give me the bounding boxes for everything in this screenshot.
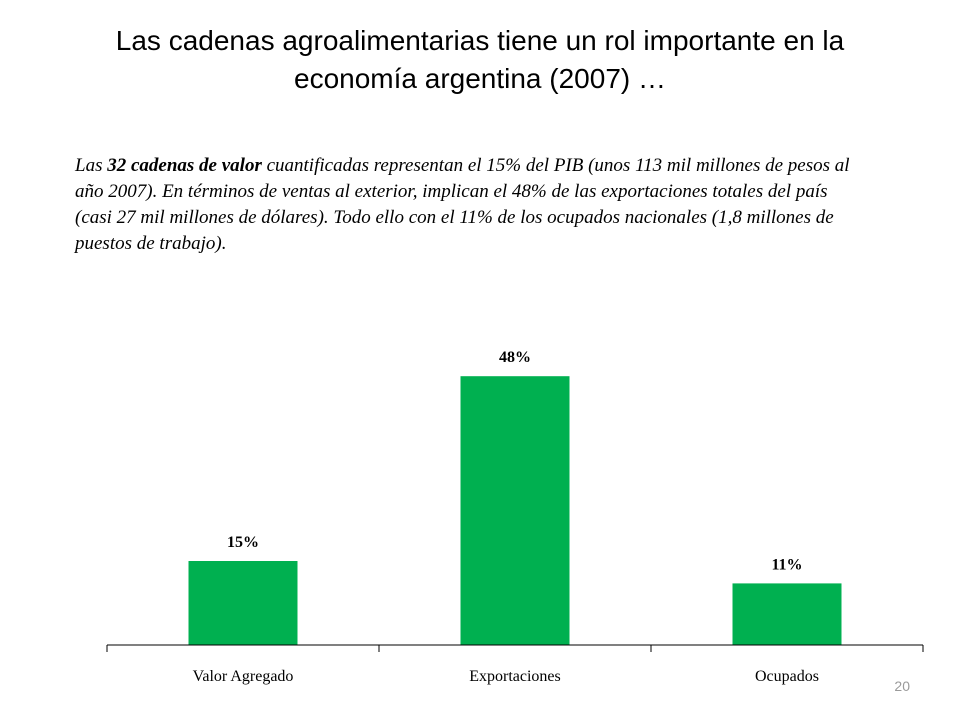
page-number: 20 [894, 678, 910, 694]
category-label: Ocupados [755, 668, 819, 685]
slide-title: Las cadenas agroalimentarias tiene un ro… [40, 22, 920, 98]
title-line-1: Las cadenas agroalimentarias tiene un ro… [115, 25, 845, 56]
x-axis [106, 644, 924, 652]
intro-bold: 32 cadenas de valor [107, 155, 262, 176]
data-label: 48% [499, 349, 531, 366]
intro-lead: Las [75, 155, 108, 176]
data-label: 15% [227, 534, 259, 551]
bar [460, 376, 570, 645]
bar-chart: 15% Valor Agregado 48% Exportaciones 11% Ocup… [106, 349, 924, 685]
labels-layer: 15% Valor Agregado 48% Exportaciones 11% Ocup… [193, 349, 819, 685]
category-label: Exportaciones [469, 668, 561, 685]
intro-rest: cuantificadas representan el 15% del PIB… [75, 155, 850, 254]
bar [188, 561, 298, 645]
category-label: Valor Agregado [193, 668, 294, 685]
data-label: 11% [771, 556, 802, 573]
bar [732, 583, 842, 645]
intro-paragraph: Las 32 cadenas de valor cuantificadas re… [75, 153, 855, 257]
title-line-2: economía argentina (2007) … [294, 63, 666, 94]
bars-layer [188, 376, 842, 645]
